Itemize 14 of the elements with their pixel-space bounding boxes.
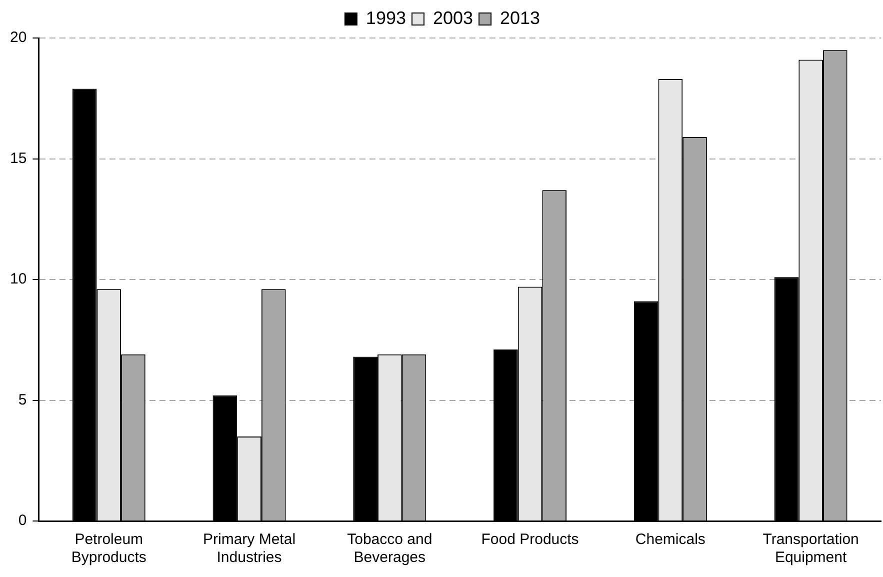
y-tick-label: 15: [10, 150, 27, 167]
x-tick-label: Food Products: [481, 531, 579, 548]
x-tick-label: Tobacco and Beverages: [347, 531, 432, 566]
y-tick-label: 20: [10, 29, 27, 46]
x-tick-label: Petroleum Byproducts: [71, 531, 146, 566]
legend-label: 2003: [432, 8, 474, 28]
y-tick-label: 0: [18, 512, 27, 530]
y-tick-label: 10: [10, 270, 27, 288]
x-tick-label: Primary Metal Industries: [203, 531, 296, 566]
x-tick-label: Transportation Equipment: [762, 531, 859, 566]
y-tick-label: 5: [18, 391, 27, 408]
x-tick-label: Chemicals: [635, 531, 706, 548]
legend-label: 1993: [366, 8, 406, 28]
legend-label: 2013: [500, 8, 540, 28]
